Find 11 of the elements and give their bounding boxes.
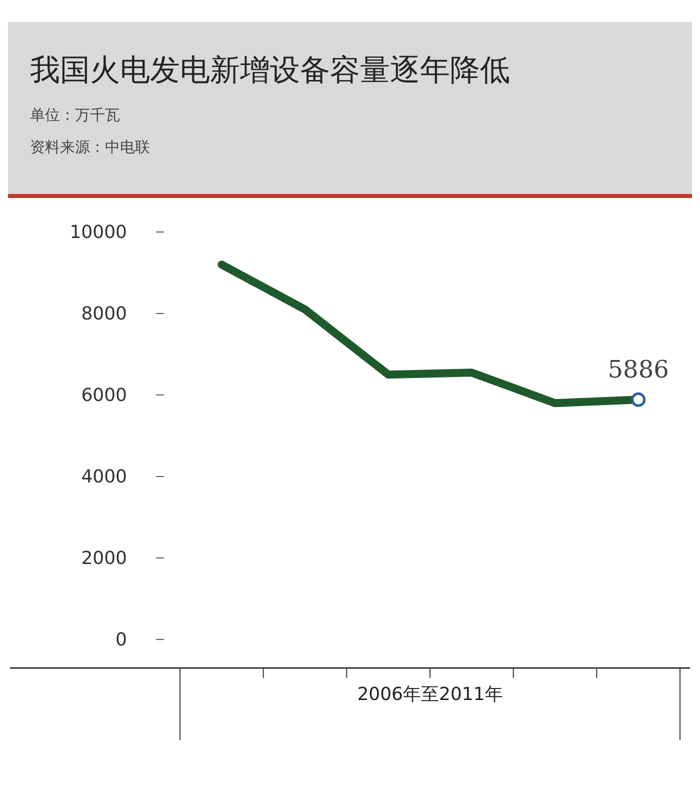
x-axis-title: 2006年至2011年 bbox=[357, 684, 503, 705]
y-tick-label: 6000 bbox=[81, 384, 127, 406]
text: 资料来源：中电联 bbox=[30, 138, 150, 156]
y-tick-label: 4000 bbox=[81, 466, 127, 488]
chart-title: 我国火电发电新增设备容量逐年降低 bbox=[30, 53, 510, 88]
y-tick-label: 8000 bbox=[81, 303, 127, 324]
chart-subtitle: 单位：万千瓦 bbox=[30, 106, 120, 124]
data-label: 5886 bbox=[608, 356, 669, 384]
y-tick-label: 10000 bbox=[70, 222, 127, 243]
y-tick-label: 0 bbox=[116, 629, 127, 650]
y-tick-label: 2000 bbox=[81, 548, 127, 569]
